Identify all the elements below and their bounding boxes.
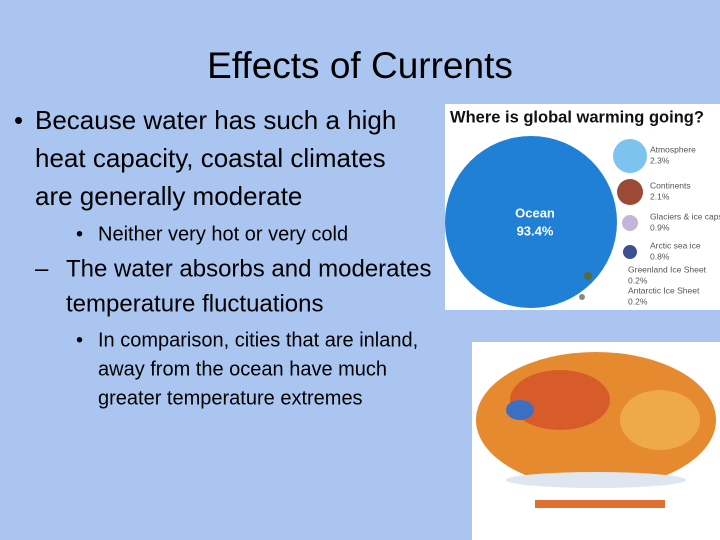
bullet-text: Because water has such a high <box>35 105 396 135</box>
bullet-text: The water absorbs and moderates <box>66 255 432 282</box>
map-region <box>506 400 534 420</box>
bubble-share: 0.9% <box>650 222 670 232</box>
bullet-text: temperature fluctuations <box>66 290 323 317</box>
map-region <box>510 370 610 430</box>
bullet-text: In comparison, cities that are inland, <box>98 329 418 351</box>
bullet-marker: • <box>14 105 23 135</box>
map-legend <box>535 500 665 508</box>
bubble <box>623 245 637 259</box>
bubble <box>613 139 647 173</box>
bubble <box>584 272 592 280</box>
bubble-share: 0.2% <box>628 275 648 285</box>
bullet-text: heat capacity, coastal climates <box>35 143 386 173</box>
infographic-title: Where is global warming going? <box>450 108 704 126</box>
bubble-label: Arctic sea ice <box>650 240 701 250</box>
bubble-share: 2.3% <box>650 155 670 165</box>
bubble-label: Atmosphere <box>650 144 696 154</box>
ocean-share: 93.4% <box>517 223 554 238</box>
bubble-share: 0.8% <box>650 251 670 261</box>
bubble-label: Greenland Ice Sheet <box>628 264 707 274</box>
ocean-bubble <box>445 136 617 308</box>
map-region <box>506 472 686 488</box>
bullet-marker: • <box>76 329 83 351</box>
bullet-text: Neither very hot or very cold <box>98 223 348 245</box>
bubble-share: 0.2% <box>628 296 648 306</box>
bubble-share: 2.1% <box>650 191 670 201</box>
bullet-marker: • <box>76 223 83 245</box>
map-region <box>620 390 700 450</box>
bullet-text: greater temperature extremes <box>98 387 363 409</box>
bubble <box>579 294 585 300</box>
bullet-text: are generally moderate <box>35 181 302 211</box>
bubble-label: Antarctic Ice Sheet <box>628 285 700 295</box>
bubble-label: Continents <box>650 180 691 190</box>
bullet-marker: – <box>35 255 49 282</box>
bullet-text: away from the ocean have much <box>98 358 387 380</box>
bubble <box>622 215 638 231</box>
bubble <box>617 179 643 205</box>
slide-title: Effects of Currents <box>207 45 513 86</box>
ocean-label: Ocean <box>515 205 555 220</box>
bubble-label: Glaciers & ice caps <box>650 211 720 221</box>
